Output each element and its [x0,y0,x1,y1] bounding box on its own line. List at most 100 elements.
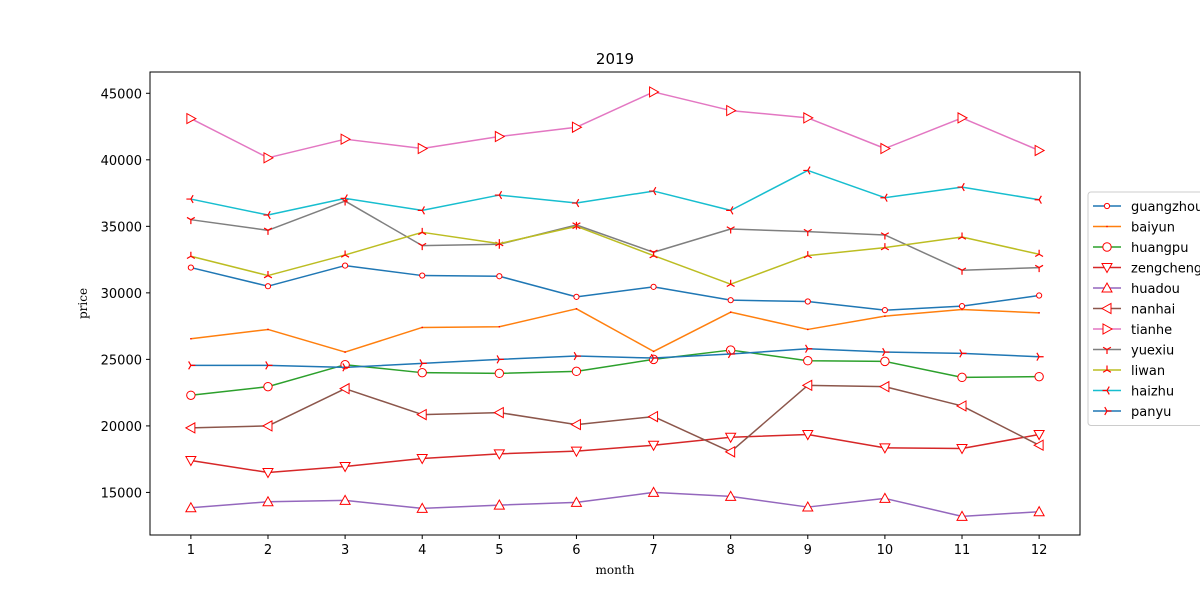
data-point-haizhu [649,186,657,196]
data-point-baiyun [652,350,655,353]
data-point-huangpu [571,366,582,377]
data-point-haizhu [494,190,503,200]
y-tick-label: 25000 [101,353,142,368]
legend-marker [1104,406,1112,416]
data-point-zengcheng [185,455,197,467]
legend-item-nanhai: nanhai [1093,303,1175,318]
data-point-nanhai [647,410,659,423]
series-line-baiyun [190,308,1040,353]
data-point-guangzhou [573,293,580,300]
x-tick-label: 2 [264,543,272,558]
series-nanhai [184,379,1044,458]
data-point-nanhai [570,418,581,431]
data-point-nanhai [724,445,736,458]
series-huadou [185,486,1045,521]
x-tick-label: 9 [804,543,812,558]
data-point-tianhe [263,151,275,164]
data-point-baiyun [498,326,501,328]
legend-label: baiyun [1131,221,1175,236]
data-point-zengcheng [879,443,891,454]
legend-label: huangpu [1131,241,1188,256]
data-point-nanhai [878,380,890,393]
y-tick-label: 20000 [101,420,142,435]
x-tick-label: 7 [649,543,657,558]
data-point-tianhe [186,112,197,125]
data-point-panyu [496,355,504,364]
data-point-tianhe [417,142,429,155]
data-point-zengcheng [956,444,968,455]
data-point-haizhu [880,193,888,202]
data-point-panyu [419,359,427,368]
x-tick-label: 1 [187,543,195,558]
y-tick-label: 30000 [101,287,142,302]
data-point-yuexiu [803,228,812,237]
data-point-huadou [647,486,660,497]
legend-marker [1100,302,1112,315]
y-axis-label: price [76,288,90,319]
legend-item-haizhu: haizhu [1093,385,1174,400]
data-point-nanhai [184,422,196,434]
y-axis: 15000 20000 25000 30000 35000 40000 45000 [101,87,150,501]
data-point-liwan [726,279,735,287]
data-point-tianhe [803,112,814,124]
x-tick-label: 11 [954,543,971,558]
data-point-haizhu [571,198,580,208]
data-point-liwan [186,251,196,260]
x-tick-label: 3 [341,543,349,558]
data-point-huadou [801,501,814,512]
data-point-panyu [265,361,273,370]
data-point-baiyun [344,351,346,353]
data-point-guangzhou [1036,292,1043,299]
legend-marker [1106,225,1108,228]
data-point-tianhe [880,142,891,155]
data-point-guangzhou [727,297,734,304]
data-point-huadou [1033,505,1045,517]
data-point-guangzhou [496,273,503,280]
legend-marker [1103,202,1111,210]
data-point-liwan [495,239,504,247]
data-point-baiyun [807,328,809,331]
series-line-huadou [190,491,1040,518]
legend-label: nanhai [1131,303,1175,318]
series-line-yuexiu [190,200,1040,271]
data-point-huangpu [1034,371,1044,382]
series-guangzhou [187,262,1043,314]
data-point-yuexiu [880,232,890,240]
data-point-baiyun [190,338,192,340]
y-tick-label: 15000 [101,486,142,501]
data-point-guangzhou [419,272,426,279]
chart-title: 2019 [596,50,634,68]
data-point-panyu [959,349,967,358]
data-point-haizhu [417,206,425,215]
legend-item-liwan: liwan [1093,364,1165,379]
data-point-huangpu [263,381,273,392]
data-point-panyu [805,344,813,353]
data-point-baiyun [729,311,732,313]
data-point-huadou [879,492,891,503]
data-point-zengcheng [262,467,274,479]
data-point-zengcheng [1033,430,1045,441]
legend-item-yuexiu: yuexiu [1093,344,1174,359]
legend-label: yuexiu [1131,344,1174,359]
series-line-huangpu [190,349,1040,397]
data-point-huangpu [648,354,659,365]
series-haizhu [186,166,1042,220]
legend-marker [1102,242,1112,252]
x-tick-label: 10 [877,543,894,558]
legend-label: haizhu [1131,385,1174,400]
legend-marker [1101,281,1113,293]
data-point-huadou [416,502,429,513]
x-axis: 1 2 3 4 5 6 7 8 9 10 11 12 [187,535,1047,558]
x-tick-label: 5 [495,543,503,558]
data-point-huadou [956,510,968,521]
data-point-nanhai [1033,439,1044,452]
data-point-tianhe [957,112,969,124]
data-point-tianhe [494,130,506,143]
data-point-zengcheng [570,446,583,458]
data-point-guangzhou [804,298,811,305]
data-point-tianhe [340,133,352,146]
data-point-haizhu [1034,195,1042,204]
data-point-yuexiu [957,267,967,275]
